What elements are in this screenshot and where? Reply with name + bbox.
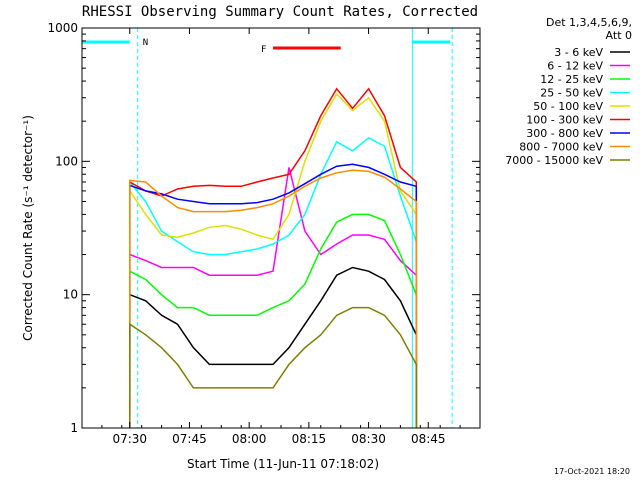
series-line-0 (129, 266, 418, 429)
series-line-6 (129, 163, 418, 429)
f-marker-label: F (261, 45, 266, 55)
plot-layer: NF (81, 28, 453, 429)
x-axis-label: Start Time (11-Jun-11 07:18:02) (187, 457, 379, 471)
y-axis-label: Corrected Count Rate (s⁻¹ detector⁻¹) (21, 115, 35, 341)
axis-layer: 07:30 07:45 08:00 08:15 08:30 08:45 1 10 100 1000 (47, 21, 481, 446)
legend-header-2: Att 0 (606, 29, 632, 42)
n-marker-label: N (143, 38, 148, 48)
y-tick-label-3: 1000 (47, 21, 78, 35)
legend-label-8: 7000 - 15000 keV (505, 154, 603, 167)
series-line-7 (129, 169, 418, 429)
y-tick-label-0: 1 (70, 421, 78, 435)
x-tick-label-4: 08:30 (351, 432, 386, 446)
series-line-1 (129, 167, 418, 429)
legend-label-3: 25 - 50 keV (540, 87, 603, 100)
chart-title: RHESSI Observing Summary Count Rates, Co… (82, 4, 478, 20)
legend-label-6: 300 - 800 keV (526, 127, 603, 140)
y-tick-label-2: 100 (55, 154, 78, 168)
series-line-5 (129, 87, 418, 429)
legend-label-1: 6 - 12 keV (547, 60, 603, 73)
legend-label-0: 3 - 6 keV (554, 46, 603, 59)
x-tick-label-1: 07:45 (172, 432, 207, 446)
legend-label-4: 50 - 100 keV (533, 100, 603, 113)
x-tick-label-0: 07:30 (112, 432, 147, 446)
timestamp: 17-Oct-2021 18:20 (554, 467, 630, 476)
x-tick-label-3: 08:15 (292, 432, 327, 446)
legend-header-1: Det 1,3,4,5,6,9, (546, 16, 632, 29)
series-line-4 (129, 92, 418, 429)
legend-label-5: 100 - 300 keV (526, 114, 603, 127)
ylabel-group: Corrected Count Rate (s⁻¹ detector⁻¹) (21, 115, 35, 341)
series-line-3 (129, 137, 418, 429)
legend-label-7: 800 - 7000 keV (519, 141, 603, 154)
series-line-8 (129, 306, 418, 429)
legend-label-2: 12 - 25 keV (540, 73, 603, 86)
x-tick-label-2: 08:00 (232, 432, 267, 446)
x-tick-label-5: 08:45 (411, 432, 446, 446)
y-tick-label-1: 10 (63, 288, 78, 302)
series-line-2 (129, 213, 418, 429)
